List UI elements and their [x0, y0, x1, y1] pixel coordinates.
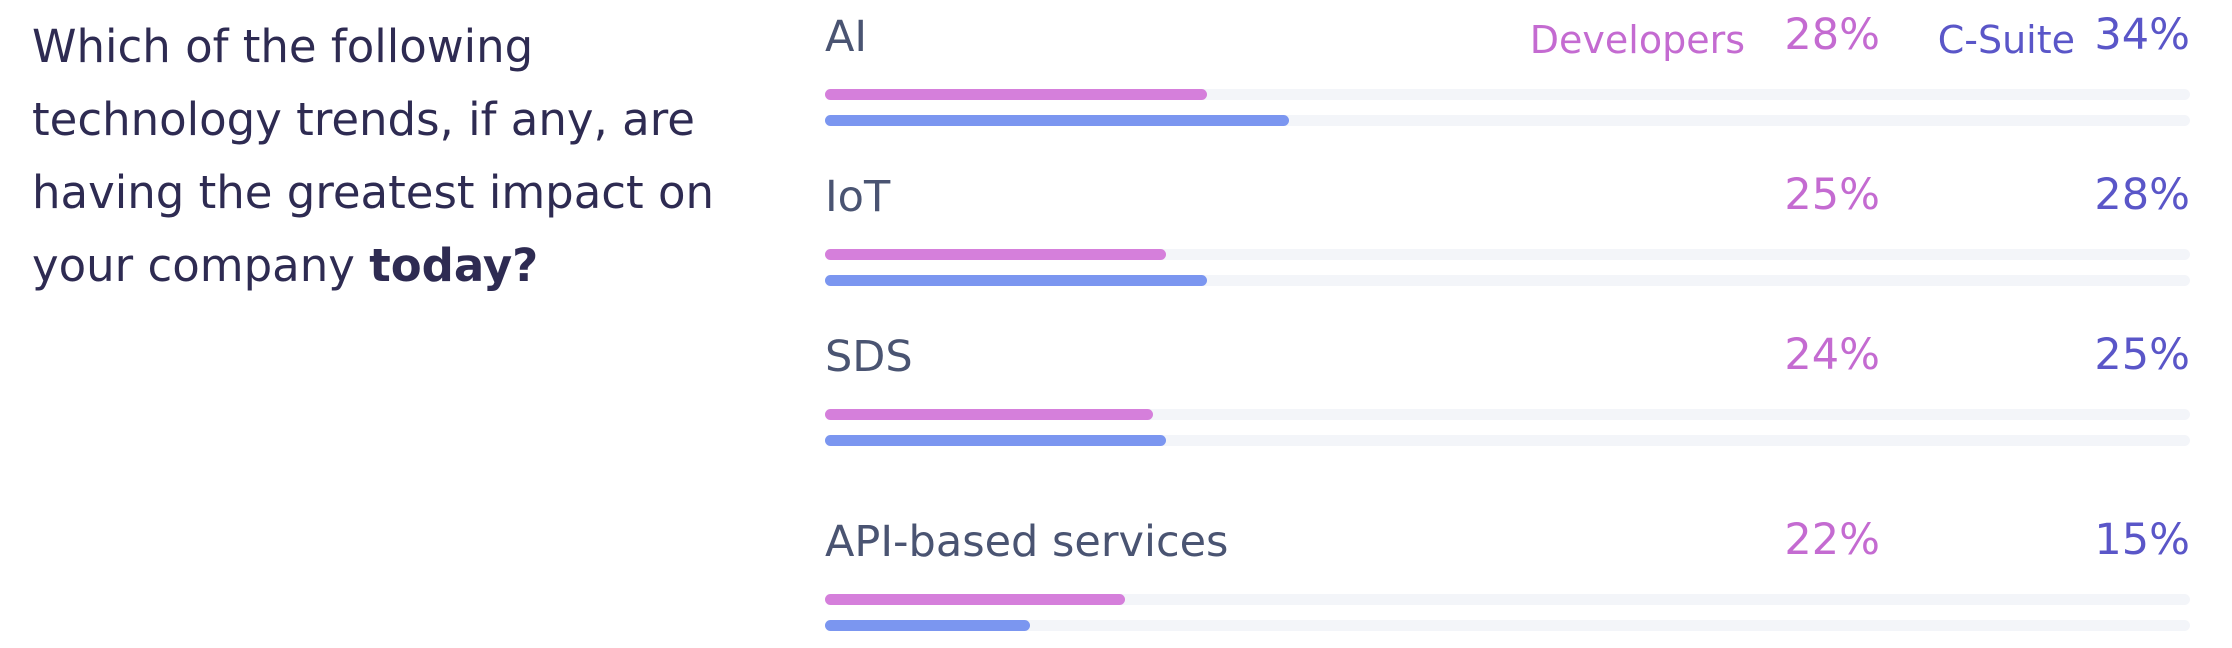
developers-bar-track [825, 249, 2190, 260]
legend-c-suite: C-Suite [1937, 18, 2075, 62]
question-main: Which of the following technology trends… [32, 20, 715, 292]
c-suite-bar-track [825, 115, 2190, 126]
c-suite-bar [825, 435, 1167, 446]
developers-value-label: 24% [1784, 330, 1880, 380]
chart-row: API-based services 22% 15% [825, 505, 2190, 635]
question-emphasis: today? [369, 239, 539, 292]
developers-bar [825, 409, 1153, 420]
c-suite-bar-track [825, 275, 2190, 286]
category-label: IoT [825, 172, 891, 222]
legend-developers: Developers [1529, 18, 1745, 62]
c-suite-bar [825, 620, 1030, 631]
developers-bar [825, 89, 1208, 100]
developers-bar [825, 594, 1126, 605]
chart-row: IoT 25% 28% [825, 160, 2190, 290]
c-suite-bar [825, 115, 1290, 126]
developers-bar-track [825, 594, 2190, 605]
chart-row: SDS 24% 25% [825, 320, 2190, 450]
chart-row: AI 28% 34% [825, 0, 2190, 130]
category-label: API-based services [825, 517, 1229, 567]
developers-value-label: 22% [1784, 515, 1880, 565]
developers-bar [825, 249, 1167, 260]
developers-value-label: 28% [1784, 10, 1880, 60]
c-suite-value-label: 34% [2094, 10, 2190, 60]
developers-bar-track [825, 409, 2190, 420]
c-suite-bar [825, 275, 1208, 286]
bar-chart: Developers C-Suite AI 28% 34% IoT 25% 28% SDS 2… [825, 0, 2190, 648]
c-suite-value-label: 25% [2094, 330, 2190, 380]
category-label: SDS [825, 332, 913, 382]
category-label: AI [825, 12, 868, 62]
c-suite-value-label: 15% [2094, 515, 2190, 565]
developers-bar-track [825, 89, 2190, 100]
c-suite-bar-track [825, 620, 2190, 631]
question-text: Which of the following technology trends… [32, 10, 752, 302]
c-suite-bar-track [825, 435, 2190, 446]
c-suite-value-label: 28% [2094, 170, 2190, 220]
developers-value-label: 25% [1784, 170, 1880, 220]
